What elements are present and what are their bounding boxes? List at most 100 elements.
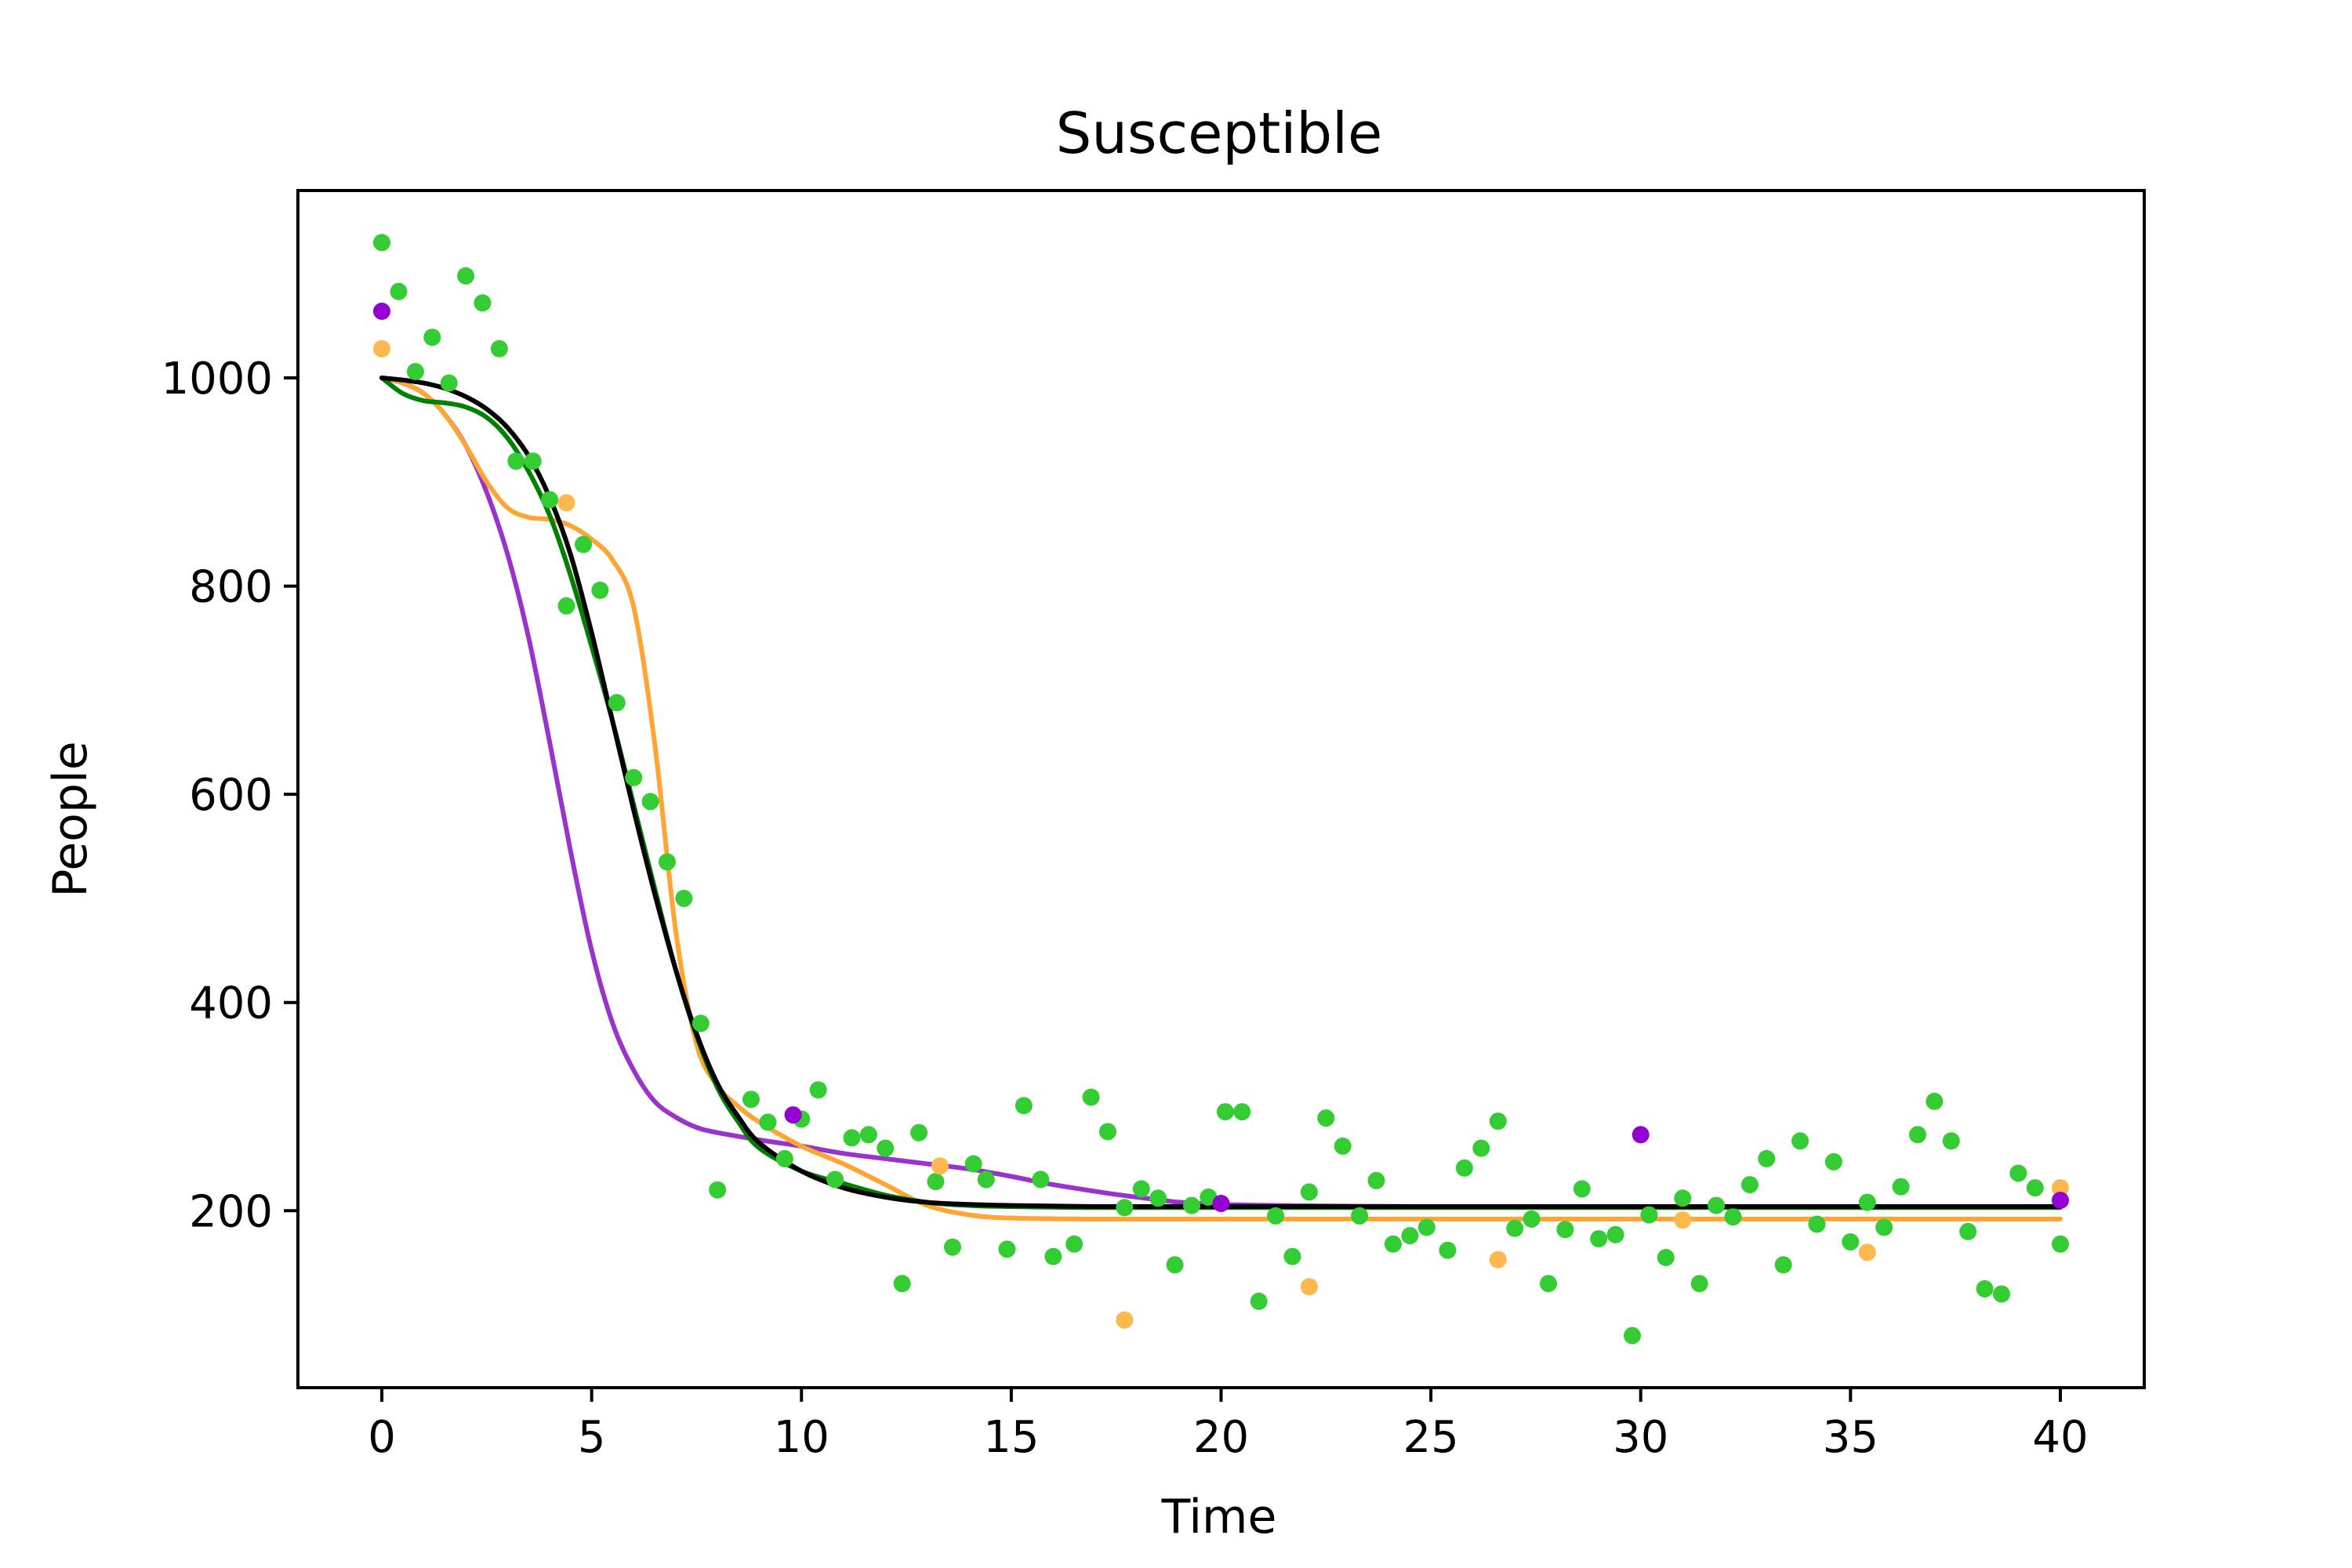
data-point-2-4: [2052, 1192, 2069, 1209]
data-point-0-54: [1300, 1183, 1318, 1201]
data-point-0-30: [893, 1275, 911, 1293]
data-point-1-1: [557, 494, 575, 512]
data-point-0-76: [1674, 1189, 1692, 1207]
data-point-0-82: [1774, 1256, 1792, 1274]
data-point-0-32: [927, 1173, 945, 1191]
data-point-0-2: [406, 363, 424, 380]
data-point-1-3: [1116, 1311, 1134, 1329]
data-point-0-51: [1250, 1292, 1268, 1310]
x-tick-label: 15: [983, 1412, 1039, 1463]
data-point-0-93: [1959, 1222, 1977, 1240]
data-point-0-17: [659, 853, 676, 871]
data-point-0-57: [1351, 1207, 1369, 1225]
data-point-0-59: [1384, 1235, 1402, 1253]
chart-title: Susceptible: [1056, 100, 1383, 166]
y-tick-label: 600: [189, 770, 273, 821]
x-axis-ticks: 0 5 10 15 20 25 30 35 40: [368, 1388, 2089, 1463]
data-point-0-36: [998, 1240, 1016, 1258]
data-point-0-26: [826, 1171, 844, 1189]
data-point-0-94: [1976, 1279, 1994, 1298]
data-point-0-55: [1317, 1109, 1335, 1127]
data-point-0-21: [742, 1091, 760, 1109]
data-point-0-85: [1824, 1152, 1842, 1171]
plot-points: [373, 234, 2069, 1345]
data-point-0-15: [625, 768, 643, 786]
data-point-0-20: [709, 1181, 727, 1199]
data-point-1-8: [2052, 1179, 2069, 1197]
data-point-0-61: [1417, 1218, 1436, 1236]
data-point-0-87: [1858, 1193, 1876, 1211]
data-point-0-8: [507, 452, 525, 470]
y-tick-label: 800: [189, 562, 273, 613]
data-point-0-71: [1590, 1230, 1608, 1248]
data-point-0-45: [1149, 1189, 1167, 1207]
x-axis-label: Time: [1161, 1490, 1277, 1544]
data-point-0-53: [1283, 1247, 1301, 1265]
plot-lines: [379, 376, 2063, 1221]
data-point-0-41: [1082, 1088, 1100, 1106]
data-point-1-6: [1674, 1211, 1692, 1229]
data-point-0-3: [423, 328, 441, 347]
data-point-2-1: [784, 1106, 802, 1124]
data-point-0-95: [1993, 1285, 2010, 1303]
data-point-0-63: [1455, 1159, 1473, 1177]
data-point-0-90: [1909, 1126, 1926, 1144]
data-point-1-0: [373, 339, 390, 358]
data-point-0-77: [1690, 1275, 1708, 1293]
data-point-0-66: [1506, 1219, 1524, 1237]
black-curve: [379, 376, 2063, 1210]
data-point-2-0: [373, 303, 390, 320]
data-point-0-44: [1132, 1180, 1150, 1198]
data-point-1-2: [931, 1157, 949, 1175]
data-point-0-69: [1556, 1221, 1574, 1239]
data-point-0-11: [557, 597, 575, 615]
data-point-0-67: [1523, 1210, 1541, 1228]
data-point-0-58: [1367, 1171, 1385, 1189]
data-point-0-46: [1166, 1256, 1184, 1274]
data-point-0-23: [775, 1149, 793, 1167]
data-point-0-43: [1116, 1199, 1134, 1217]
data-point-0-56: [1334, 1137, 1352, 1155]
data-point-0-52: [1267, 1207, 1285, 1225]
data-point-1-4: [1300, 1278, 1318, 1296]
data-point-0-89: [1892, 1178, 1910, 1196]
data-point-0-83: [1791, 1132, 1809, 1150]
x-tick-label: 25: [1403, 1412, 1458, 1463]
y-tick-label: 400: [189, 978, 273, 1029]
data-point-0-98: [2052, 1235, 2069, 1253]
data-point-0-68: [1540, 1275, 1557, 1293]
y-axis-ticks: 200 400 600 800 1000: [161, 354, 298, 1237]
data-point-0-62: [1439, 1241, 1457, 1259]
data-point-0-92: [1942, 1132, 1960, 1150]
x-tick-label: 30: [1613, 1412, 1668, 1463]
data-point-0-25: [809, 1081, 827, 1099]
data-point-0-5: [457, 267, 475, 285]
data-point-0-96: [2009, 1164, 2027, 1182]
data-point-0-75: [1657, 1249, 1675, 1266]
data-point-0-1: [390, 282, 408, 300]
data-point-0-29: [877, 1139, 895, 1157]
data-point-0-42: [1099, 1123, 1116, 1141]
data-point-0-81: [1758, 1149, 1776, 1167]
data-point-0-31: [910, 1123, 928, 1142]
data-point-0-97: [2026, 1179, 2044, 1197]
data-point-0-33: [944, 1238, 961, 1256]
data-point-0-60: [1401, 1227, 1419, 1245]
data-point-0-50: [1233, 1103, 1251, 1121]
data-point-0-28: [859, 1126, 877, 1144]
data-point-0-37: [1014, 1097, 1033, 1115]
data-point-1-7: [1858, 1243, 1876, 1261]
data-point-0-39: [1044, 1247, 1062, 1265]
data-point-0-78: [1708, 1196, 1726, 1214]
y-tick-label: 200: [189, 1186, 273, 1237]
data-point-0-7: [490, 339, 508, 358]
x-tick-label: 5: [578, 1412, 606, 1463]
data-point-2-2: [1212, 1195, 1230, 1212]
data-point-0-74: [1640, 1206, 1658, 1224]
x-tick-label: 40: [2032, 1412, 2088, 1463]
data-point-0-65: [1489, 1112, 1507, 1131]
data-point-0-4: [440, 374, 458, 392]
data-point-0-73: [1624, 1327, 1641, 1345]
